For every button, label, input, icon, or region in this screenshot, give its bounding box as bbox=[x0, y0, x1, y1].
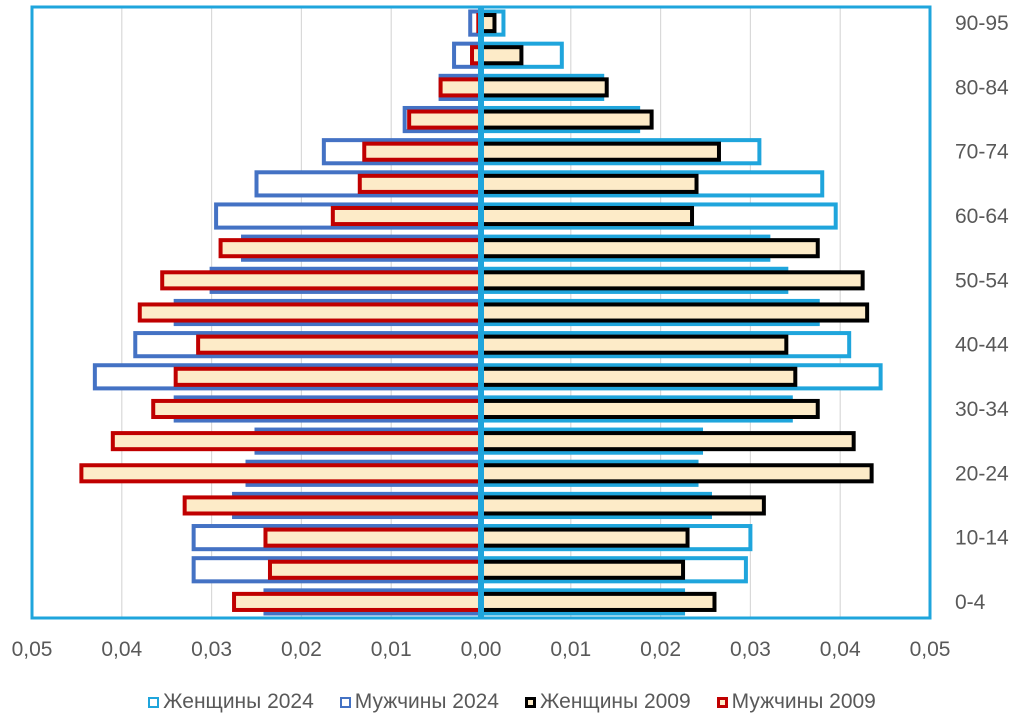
bar-men-2009-65-69 bbox=[357, 173, 483, 194]
y-tick-label: 30-34 bbox=[955, 398, 1009, 421]
legend-label-women-2024: Женщины 2024 bbox=[163, 690, 314, 713]
y-tick-label: 60-64 bbox=[955, 205, 1009, 228]
x-tick-label: 0,04 bbox=[101, 638, 142, 661]
legend-swatch-men-2024 bbox=[339, 696, 351, 708]
x-tick-label: 0,04 bbox=[820, 638, 861, 661]
legend-label-men-2009: Мужчины 2009 bbox=[731, 690, 876, 713]
x-tick-label: 0,03 bbox=[730, 638, 771, 661]
x-tick-label: 0,00 bbox=[461, 638, 502, 661]
y-tick-label: 10-14 bbox=[955, 527, 1009, 550]
y-tick-label: 40-44 bbox=[955, 334, 1009, 357]
population-pyramid-chart: 0,05 0,04 0,03 0,02 0,01 0,00 0,01 0,02 0,03 0,04… bbox=[12, 5, 1009, 661]
bar-men-2009-30-34 bbox=[151, 398, 483, 420]
bar-men-2009-80-84 bbox=[438, 77, 483, 98]
x-tick-label: 0,05 bbox=[12, 638, 53, 661]
bar-women-2009-10-14 bbox=[479, 527, 690, 548]
x-tick-label: 0,03 bbox=[191, 638, 232, 661]
bar-women-2009-25-29 bbox=[479, 431, 856, 452]
x-tick-label: 0,02 bbox=[281, 638, 322, 661]
bar-women-2009-35-39 bbox=[479, 366, 798, 387]
bar-women-2009-40-44 bbox=[479, 334, 789, 355]
bar-men-2009-10-14 bbox=[263, 527, 484, 548]
bar-men-2009-75-79 bbox=[407, 109, 483, 130]
bar-women-2009-80-84 bbox=[479, 77, 609, 98]
bar-women-2009-0-4 bbox=[479, 591, 717, 612]
y-axis-tick-labels: 0-4 10-14 20-24 30-34 40-44 50-54 60-64 70-74 80… bbox=[955, 12, 1009, 614]
bar-women-2009-75-79 bbox=[479, 109, 654, 130]
bar-women-2009-85-89 bbox=[479, 45, 524, 66]
legend-item-men-2024: Мужчины 2024 bbox=[339, 690, 499, 714]
bar-men-2009-55-59 bbox=[218, 238, 484, 259]
legend-swatch-women-2009 bbox=[525, 696, 536, 708]
y-tick-label: 0-4 bbox=[955, 591, 986, 614]
x-axis-tick-labels: 0,05 0,04 0,03 0,02 0,01 0,00 0,01 0,02 0,03 0,04… bbox=[12, 638, 951, 661]
bar-women-2009-45-49 bbox=[479, 302, 870, 323]
bar-men-2009-35-39 bbox=[173, 366, 483, 387]
bar-men-2009-0-4 bbox=[232, 591, 483, 612]
legend: Женщины 2024 Мужчины 2024 Женщины 2009 М… bbox=[0, 690, 1024, 714]
bars-layer bbox=[79, 9, 883, 616]
legend-item-women-2024: Женщины 2024 bbox=[148, 690, 314, 714]
x-tick-label: 0,01 bbox=[550, 638, 591, 661]
bar-men-2009-50-54 bbox=[160, 270, 484, 291]
legend-label-women-2009: Женщины 2009 bbox=[540, 690, 691, 713]
bar-men-2009-20-24 bbox=[79, 463, 483, 484]
legend-label-men-2024: Мужчины 2024 bbox=[354, 690, 499, 713]
bar-men-2009-5-9 bbox=[267, 559, 483, 580]
bar-women-2009-30-34 bbox=[479, 398, 820, 420]
bar-men-2009-60-64 bbox=[330, 205, 483, 227]
bar-women-2009-55-59 bbox=[479, 238, 820, 259]
bar-men-2009-70-74 bbox=[362, 141, 484, 162]
legend-item-men-2009: Мужчины 2009 bbox=[716, 690, 876, 714]
y-tick-label: 90-95 bbox=[955, 12, 1009, 35]
y-tick-label: 70-74 bbox=[955, 141, 1009, 164]
bar-women-2009-60-64 bbox=[479, 205, 695, 227]
bar-women-2009-70-74 bbox=[479, 141, 721, 162]
x-tick-label: 0,02 bbox=[640, 638, 681, 661]
y-tick-label: 80-84 bbox=[955, 76, 1009, 99]
legend-item-women-2009: Женщины 2009 bbox=[525, 690, 691, 714]
x-tick-label: 0,01 bbox=[371, 638, 412, 661]
x-tick-label: 0,05 bbox=[910, 638, 951, 661]
bar-women-2009-50-54 bbox=[479, 270, 865, 291]
bar-men-2009-25-29 bbox=[110, 431, 483, 452]
zero-axis-line bbox=[478, 7, 484, 618]
y-tick-label: 50-54 bbox=[955, 269, 1009, 292]
y-tick-label: 20-24 bbox=[955, 462, 1009, 485]
legend-swatch-women-2024 bbox=[148, 696, 160, 708]
bar-men-2009-15-19 bbox=[182, 495, 483, 516]
bar-men-2009-40-44 bbox=[196, 334, 483, 355]
legend-swatch-men-2009 bbox=[716, 696, 728, 708]
bar-men-2009-45-49 bbox=[137, 302, 483, 323]
bar-women-2009-5-9 bbox=[479, 559, 686, 580]
bar-women-2009-65-69 bbox=[479, 173, 699, 194]
bar-women-2009-20-24 bbox=[479, 463, 874, 484]
bar-women-2009-15-19 bbox=[479, 495, 766, 516]
